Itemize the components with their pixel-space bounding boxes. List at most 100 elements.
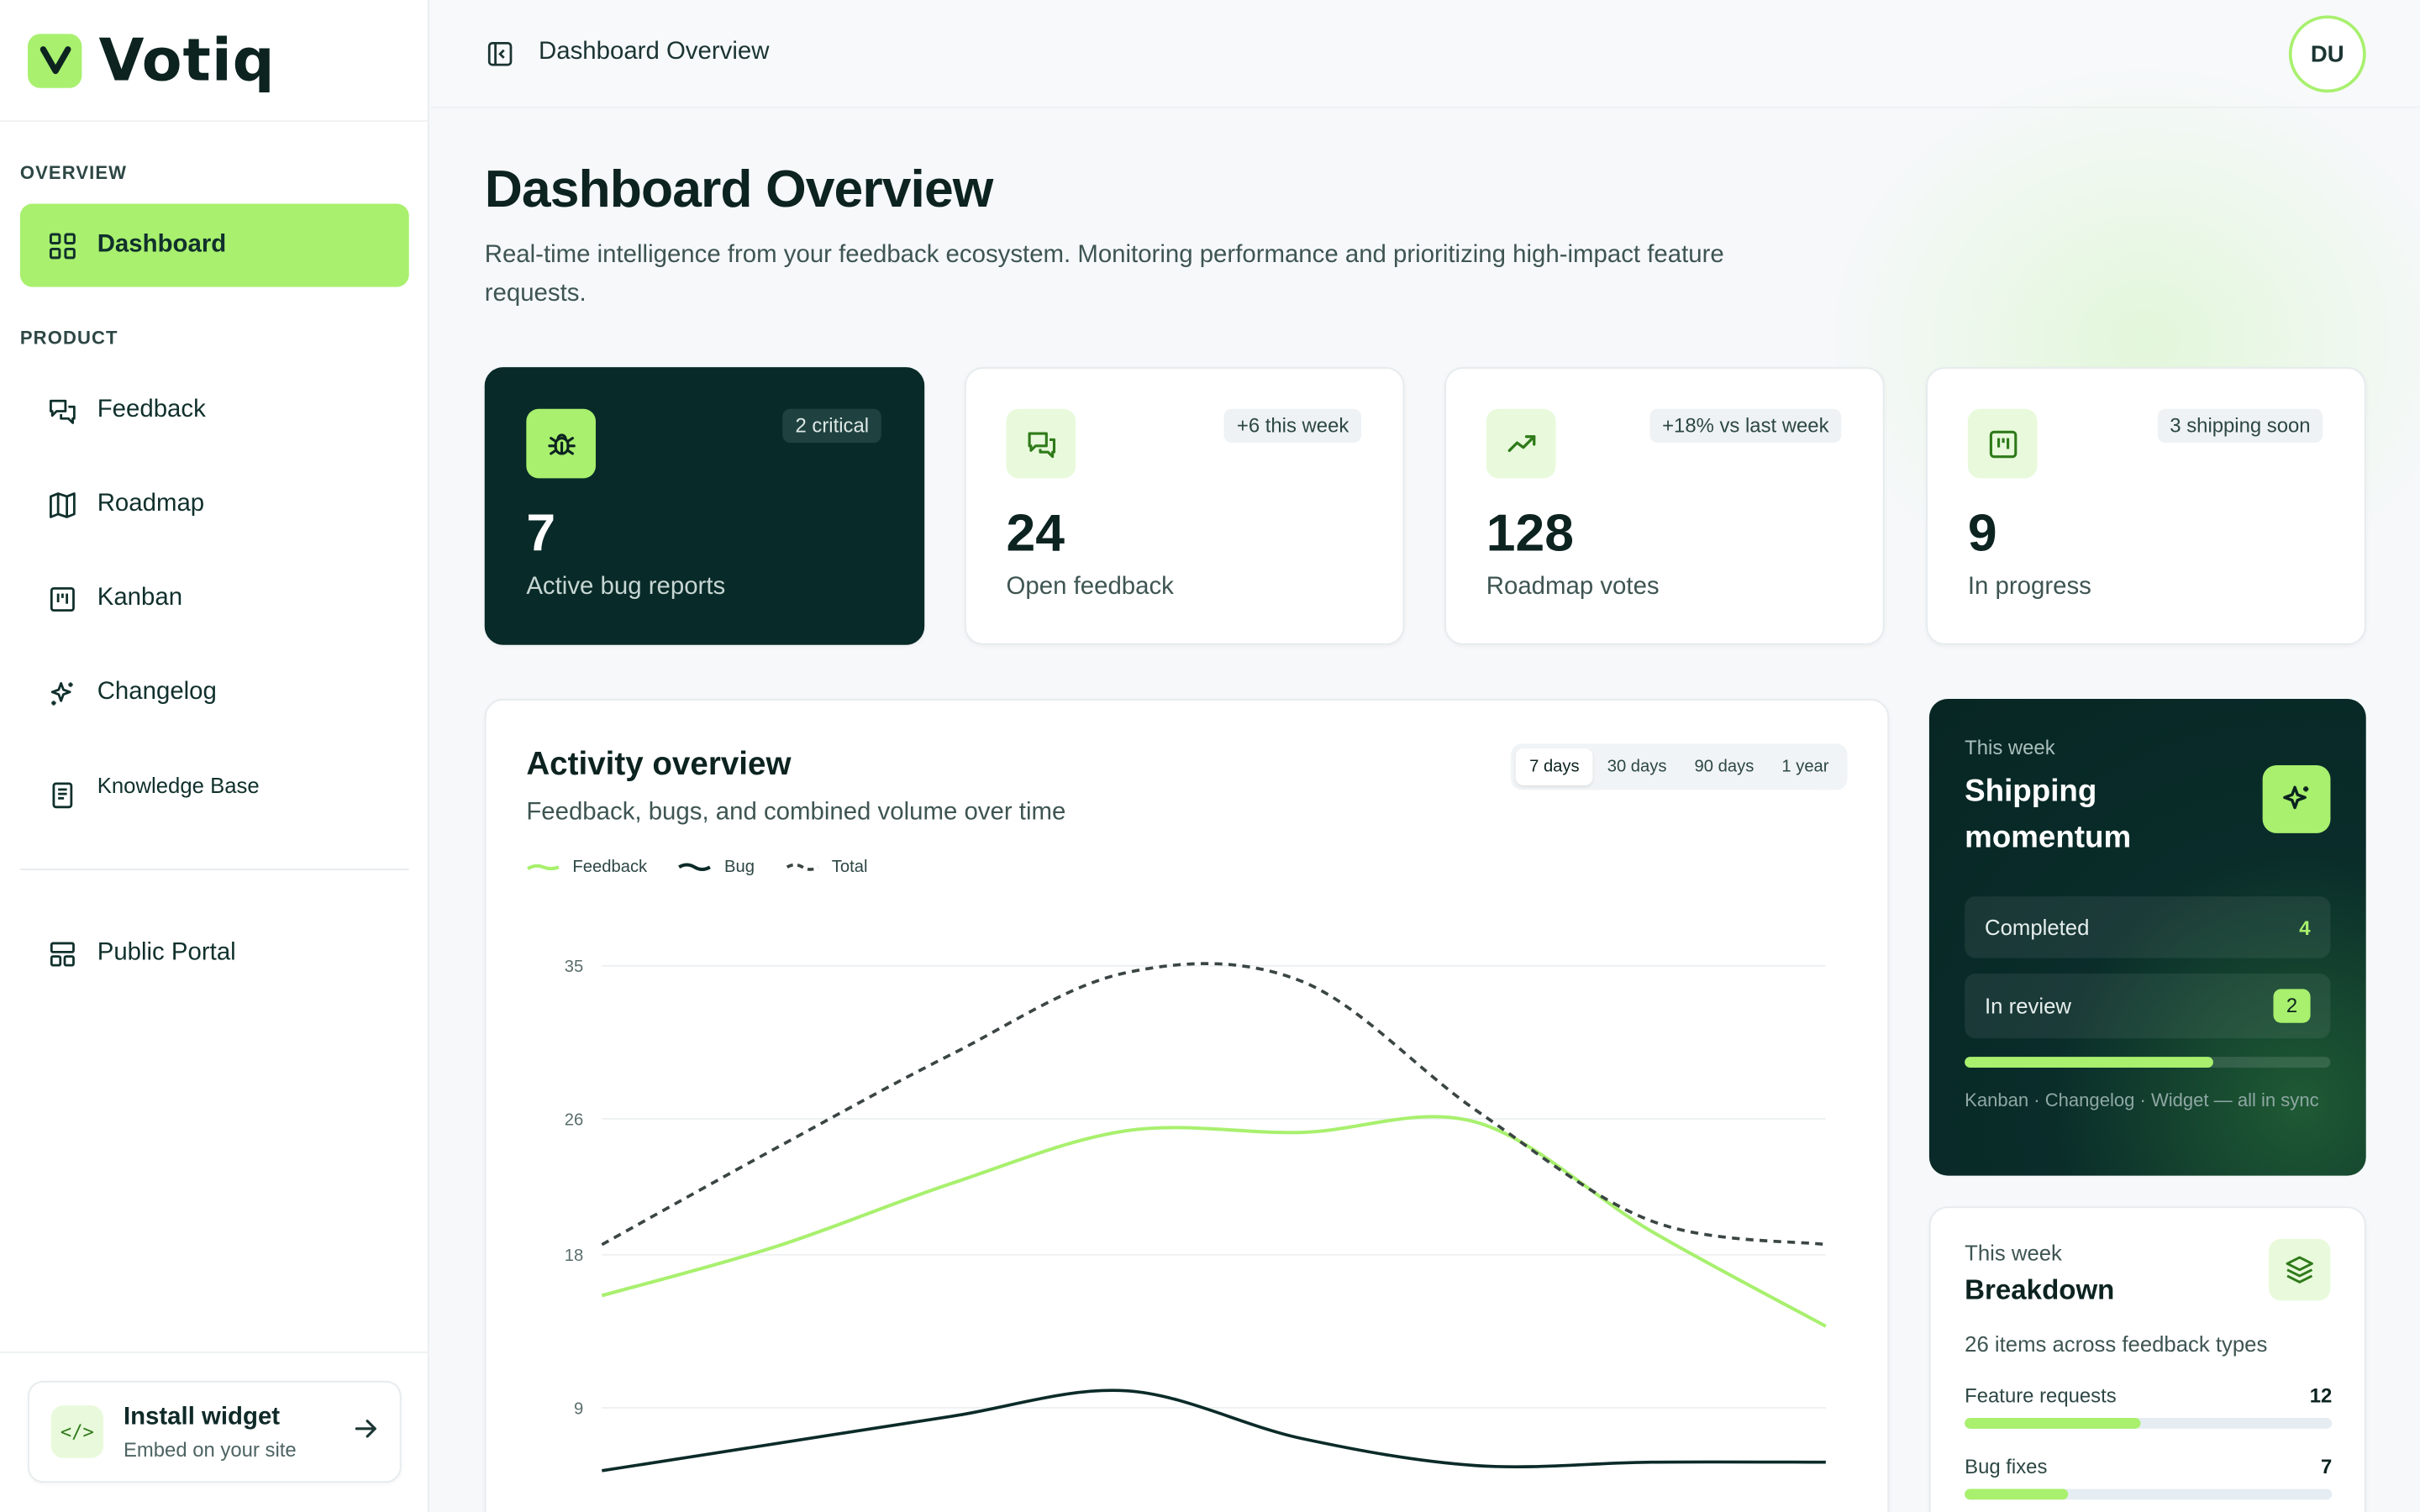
activity-subtitle: Feedback, bugs, and combined volume over… bbox=[526, 799, 1066, 826]
range-tab-30-days[interactable]: 30 days bbox=[1607, 757, 1667, 776]
shipping-progress-bar bbox=[1965, 1057, 2331, 1068]
shipping-kicker: This week bbox=[1965, 736, 2055, 759]
shipping-momentum-card: This week Shipping momentum Completed 4 … bbox=[1928, 699, 2366, 1176]
legend-item-total[interactable]: Total bbox=[786, 858, 868, 876]
legend-swatch-feedback bbox=[527, 864, 560, 871]
breadcrumb: Dashboard Overview bbox=[539, 38, 770, 66]
kanban-icon bbox=[1967, 408, 2038, 479]
section-label-overview: OVERVIEW bbox=[19, 161, 128, 184]
install-widget-card[interactable]: </> Install widget Embed on your site bbox=[28, 1380, 402, 1483]
stat-badge: 2 critical bbox=[782, 408, 881, 444]
kanban-icon bbox=[46, 583, 77, 614]
breakdown-row-value: 12 bbox=[2309, 1383, 2333, 1408]
legend-item-bug[interactable]: Bug bbox=[678, 858, 755, 876]
stat-label: Active bug reports bbox=[526, 574, 726, 601]
shipping-title: Shipping momentum bbox=[1965, 774, 2132, 855]
legend-label: Bug bbox=[724, 858, 755, 877]
shipping-completed-count: 4 bbox=[2299, 916, 2311, 939]
breakdown-track bbox=[1965, 1488, 2333, 1500]
shipping-row-label: Completed bbox=[1985, 915, 2090, 940]
activity-chart: 35 26 18 9 bbox=[565, 958, 1827, 1473]
stat-label: Roadmap votes bbox=[1486, 574, 1660, 601]
breakdown-card: This week Breakdown 26 items across feed… bbox=[1928, 1206, 2366, 1512]
arrow-right-icon bbox=[354, 1416, 378, 1449]
sidebar-item-knowledge-base[interactable]: Knowledge Base bbox=[20, 743, 409, 827]
page-title: Dashboard Overview bbox=[484, 160, 994, 219]
layout-icon bbox=[46, 938, 77, 969]
sidebar-item-dashboard[interactable]: Dashboard bbox=[19, 203, 409, 287]
brand[interactable]: Votiq bbox=[0, 0, 428, 123]
sidebar-item-changelog[interactable]: Changelog bbox=[20, 651, 409, 734]
map-icon bbox=[46, 489, 77, 520]
sidebar-item-feedback[interactable]: Feedback bbox=[20, 369, 409, 452]
sidebar-divider bbox=[19, 869, 409, 870]
stat-card-votes[interactable]: +18% vs last week 128 Roadmap votes bbox=[1444, 367, 1885, 645]
grid-icon bbox=[46, 230, 77, 261]
stat-card-feedback[interactable]: +6 this week 24 Open feedback bbox=[964, 367, 1405, 645]
breakdown-row-feature-requests: Feature requests 12 bbox=[1965, 1383, 2333, 1429]
shipping-row-label: In review bbox=[1985, 993, 2071, 1019]
install-widget-subtitle: Embed on your site bbox=[123, 1436, 297, 1461]
series-line-bug bbox=[602, 1389, 1826, 1473]
sidebar-item-roadmap[interactable]: Roadmap bbox=[20, 463, 409, 546]
series-line-total bbox=[601, 962, 1827, 1247]
stat-value: 24 bbox=[1006, 504, 1065, 564]
page-description: Real-time intelligence from your feedbac… bbox=[484, 242, 1724, 307]
legend-label: Feedback bbox=[572, 858, 648, 877]
breakdown-row-label: Bug fixes bbox=[1965, 1455, 2048, 1478]
sidebar: Votiq OVERVIEW Dashboard PRODUCT Feedbac… bbox=[0, 0, 429, 1512]
breakdown-subtitle: 26 items across feedback types bbox=[1965, 1331, 2268, 1357]
legend-item-feedback[interactable]: Feedback bbox=[526, 858, 647, 876]
brand-logo bbox=[28, 33, 82, 87]
series-line-feedback bbox=[601, 1115, 1827, 1328]
breakdown-row-value: 7 bbox=[2321, 1455, 2333, 1478]
sidebar-item-kanban[interactable]: Kanban bbox=[20, 557, 409, 640]
shipping-review-badge: 2 bbox=[2273, 989, 2311, 1023]
shipping-row-completed: Completed 4 bbox=[1965, 896, 2331, 958]
stat-badge: +6 this week bbox=[1224, 408, 1362, 444]
range-tab-7-days[interactable]: 7 days bbox=[1515, 748, 1594, 785]
chat-icon bbox=[46, 395, 77, 426]
range-tabs: 7 days 30 days 90 days 1 year bbox=[1511, 743, 1848, 790]
breakdown-kicker: This week bbox=[1965, 1240, 2062, 1266]
stat-badge: 3 shipping soon bbox=[2157, 408, 2323, 444]
breakdown-fill bbox=[1965, 1488, 2068, 1500]
sidebar-footer: </> Install widget Embed on your site bbox=[0, 1351, 429, 1512]
stat-value: 9 bbox=[1967, 504, 1997, 564]
code-icon: </> bbox=[50, 1405, 104, 1458]
install-widget-title: Install widget bbox=[123, 1403, 281, 1430]
chart-legend: Feedback Bug Total bbox=[526, 858, 898, 876]
sidebar-item-label: Kanban bbox=[97, 585, 183, 612]
stat-badge: +18% vs last week bbox=[1649, 408, 1842, 444]
shipping-progress-fill bbox=[1965, 1057, 2214, 1068]
y-tick-label: 26 bbox=[565, 1110, 583, 1129]
stat-card-in-progress[interactable]: 3 shipping soon 9 In progress bbox=[1926, 367, 2366, 645]
sidebar-item-label: Dashboard bbox=[97, 231, 227, 258]
layers-icon bbox=[2269, 1238, 2331, 1301]
sidebar-item-label: Knowledge Base bbox=[97, 773, 260, 798]
sparkle-icon bbox=[2262, 765, 2331, 833]
brand-name: Votiq bbox=[98, 26, 276, 95]
shipping-footer: Kanban · Changelog · Widget — all in syn… bbox=[1965, 1089, 2319, 1111]
sidebar-toggle-icon[interactable] bbox=[487, 40, 514, 68]
stat-card-bugs[interactable]: 2 critical 7 Active bug reports bbox=[484, 367, 925, 645]
breakdown-row-label: Feature requests bbox=[1965, 1383, 2117, 1408]
sidebar-item-public-portal[interactable]: Public Portal bbox=[20, 912, 409, 995]
bug-icon bbox=[526, 408, 596, 479]
breakdown-title: Breakdown bbox=[1965, 1274, 2115, 1305]
avatar[interactable]: DU bbox=[2288, 15, 2366, 93]
stat-label: Open feedback bbox=[1006, 574, 1174, 601]
sidebar-item-label: Roadmap bbox=[97, 491, 205, 517]
sidebar-item-label: Public Portal bbox=[97, 939, 236, 966]
stat-label: In progress bbox=[1967, 574, 2091, 601]
y-tick-label: 35 bbox=[565, 958, 583, 976]
y-tick-label: 9 bbox=[574, 1399, 583, 1418]
range-tab-1-year[interactable]: 1 year bbox=[1781, 757, 1829, 776]
trend-up-icon bbox=[1486, 408, 1556, 479]
topbar: Dashboard Overview DU bbox=[430, 0, 2420, 108]
range-tab-90-days[interactable]: 90 days bbox=[1694, 757, 1754, 776]
legend-label: Total bbox=[831, 858, 868, 877]
breakdown-row-bug-fixes: Bug fixes 7 bbox=[1965, 1455, 2333, 1500]
stat-value: 7 bbox=[526, 504, 556, 564]
